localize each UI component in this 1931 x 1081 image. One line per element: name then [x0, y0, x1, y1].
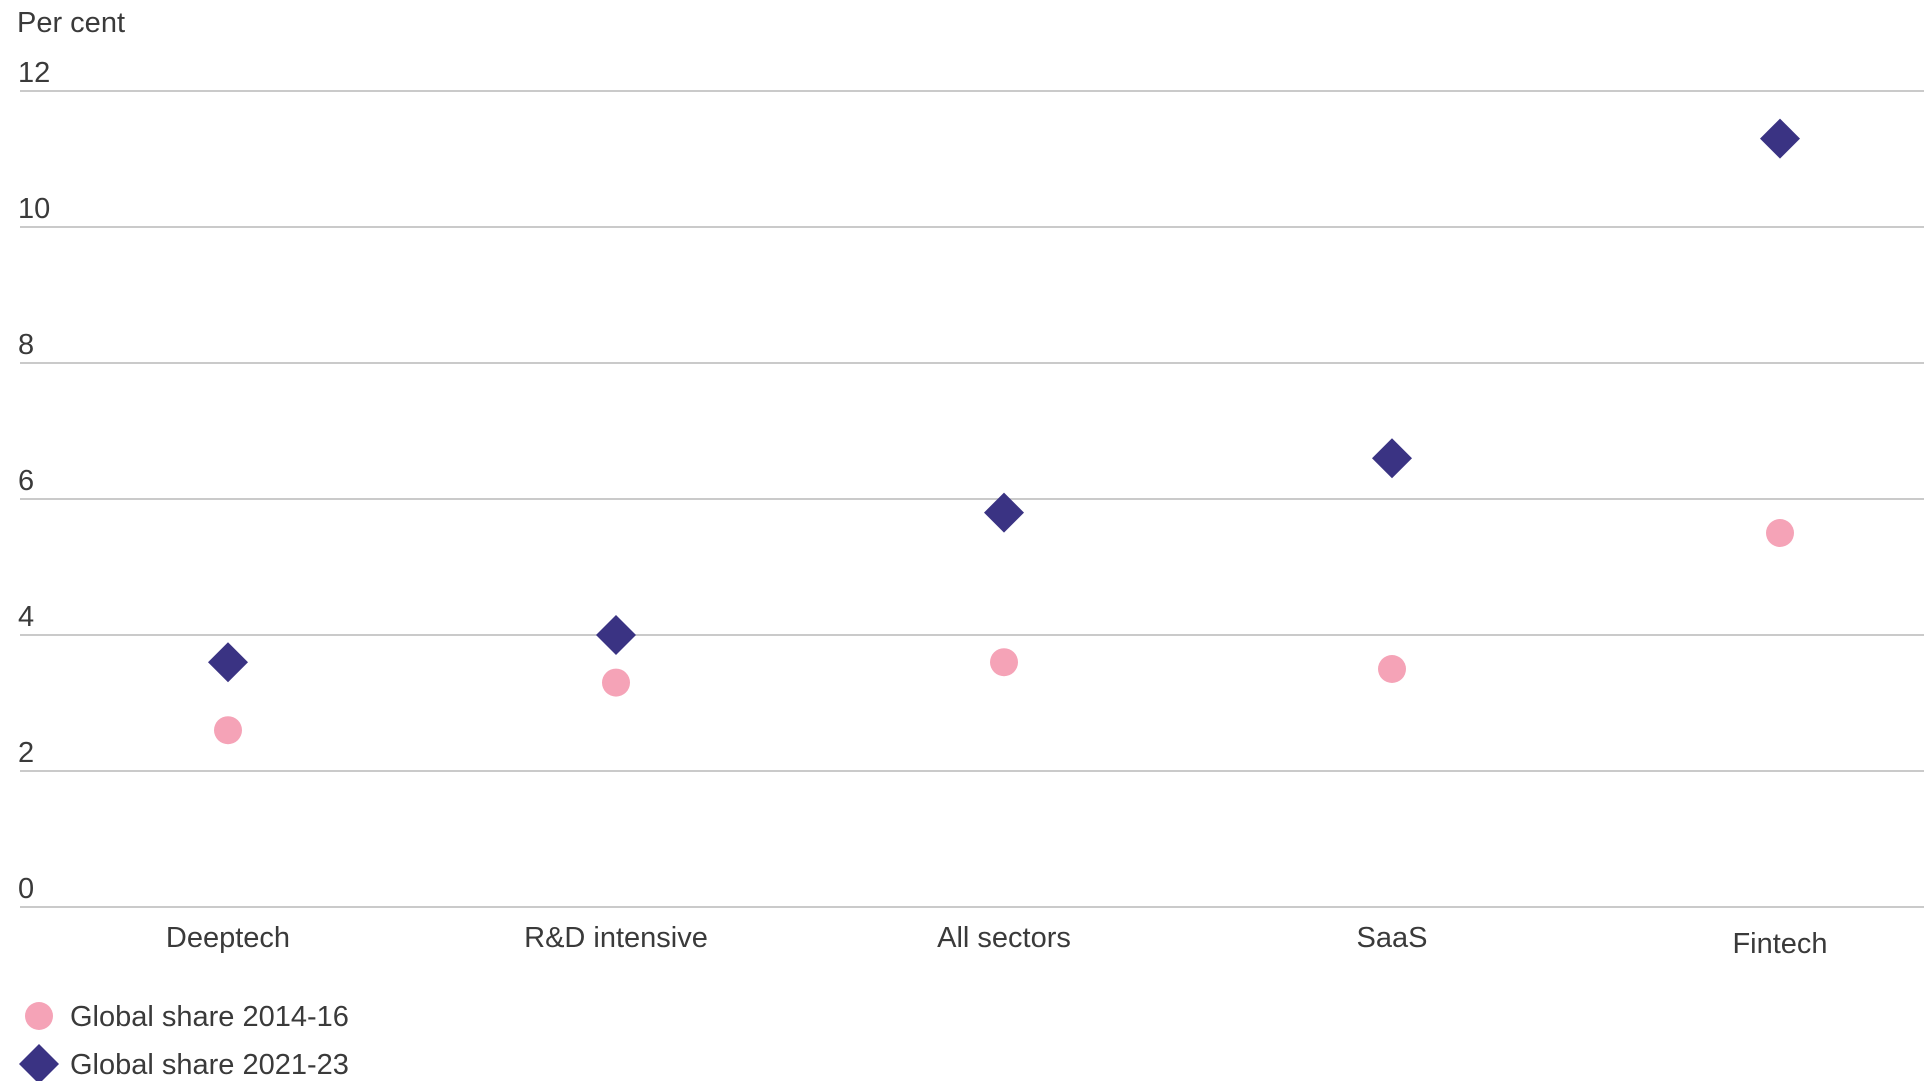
- point-2021-23-4: [1760, 118, 1800, 159]
- y-tick-label-6: 6: [18, 465, 34, 497]
- y-axis-title: Per cent: [17, 7, 125, 39]
- legend: Global share 2014-16 Global share 2021-23: [19, 1001, 349, 1081]
- legend-label: Global share 2021-23: [70, 1049, 349, 1081]
- y-tick-labels: 0 2 4 6 8 10 12: [18, 57, 50, 905]
- point-2014-16-0: [214, 716, 242, 745]
- y-tick-label-4: 4: [18, 601, 34, 633]
- x-category-label: Fintech: [1732, 928, 1827, 960]
- point-2014-16-2: [990, 648, 1018, 677]
- x-category-label: Deeptech: [166, 922, 290, 954]
- y-tick-label-2: 2: [18, 737, 34, 769]
- point-2014-16-3: [1378, 655, 1406, 683]
- y-tick-label-8: 8: [18, 329, 34, 361]
- point-2021-23-2: [984, 492, 1024, 533]
- legend-diamond-icon: [19, 1044, 59, 1081]
- legend-label: Global share 2014-16: [70, 1001, 349, 1033]
- x-category-label: R&D intensive: [524, 922, 708, 954]
- y-tick-label-0: 0: [18, 873, 34, 905]
- point-2021-23-1: [596, 615, 636, 655]
- x-category-labels: Deeptech R&D intensive All sectors SaaS Fint…: [166, 922, 1828, 960]
- y-tick-label-10: 10: [18, 193, 50, 225]
- x-category-label: SaaS: [1357, 922, 1428, 954]
- y-tick-label-12: 12: [18, 57, 50, 89]
- data-markers: [208, 118, 1800, 745]
- point-2021-23-3: [1372, 438, 1412, 479]
- point-2014-16-4: [1766, 519, 1794, 547]
- point-2021-23-0: [208, 642, 248, 683]
- legend-circle-icon: [25, 1002, 53, 1030]
- x-category-label: All sectors: [937, 922, 1071, 954]
- point-2014-16-1: [602, 668, 630, 697]
- grid-lines: [20, 90, 1924, 908]
